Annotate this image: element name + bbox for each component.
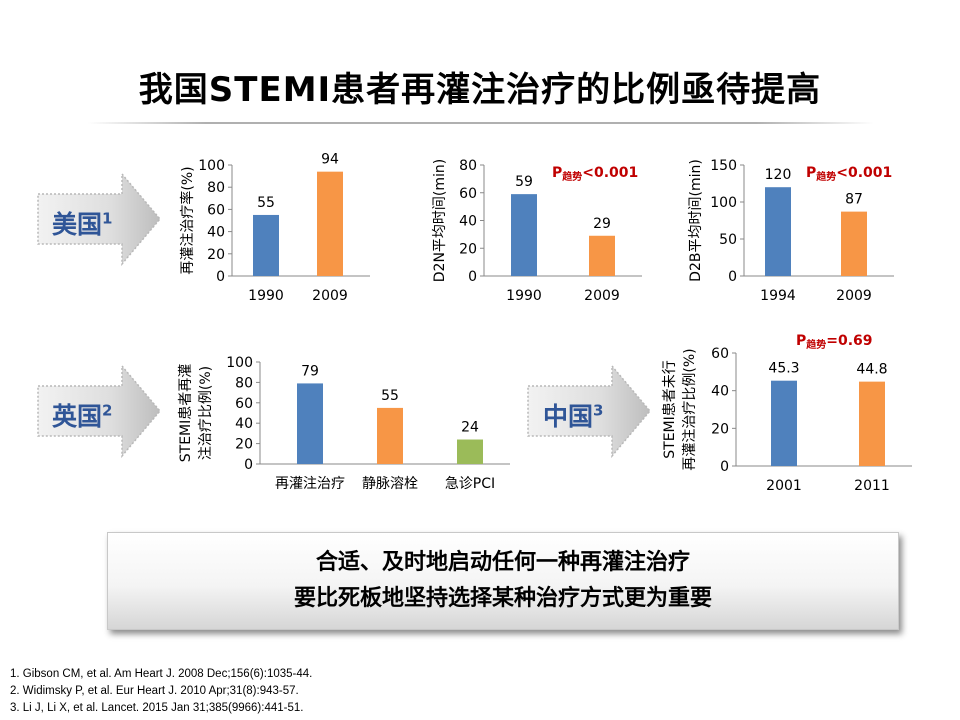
- x-tick-label: 2009: [836, 288, 872, 304]
- title-divider: [88, 122, 874, 124]
- arrow-ref-sup: 2: [102, 401, 113, 420]
- x-tick-label: 1990: [248, 288, 284, 304]
- y-tick-label: 60: [711, 346, 729, 362]
- chart-uk-reperfusion: 0 20 40 60 80 100 79 再灌注治疗 55 静脉溶栓 24 急诊PCI STEMI患者再…: [178, 355, 510, 492]
- y-tick-label: 0: [468, 269, 477, 285]
- y-tick-label: 80: [207, 180, 225, 196]
- key-message-line-1: 合适、及时地启动任何一种再灌注治疗: [315, 550, 690, 575]
- bar-value-label: 59: [515, 174, 533, 190]
- bar-value-label: 45.3: [768, 361, 799, 377]
- y-axis-label: D2B平均时间(min): [688, 159, 704, 282]
- bar: [859, 381, 885, 466]
- arrow-ref-sup: 1: [102, 209, 113, 228]
- bar: [511, 194, 537, 276]
- bar: [297, 383, 323, 464]
- y-tick-label: 100: [710, 195, 737, 211]
- y-tick-label: 20: [207, 247, 225, 263]
- y-tick-label: 20: [235, 437, 253, 453]
- key-message-box: 合适、及时地启动任何一种再灌注治疗 要比死板地坚持选择某种治疗方式更为重要: [107, 532, 899, 630]
- chart-usa-reperfusion-rate: 0 20 40 60 80 100 55 1990 94 2009 再灌注治疗率(%): [179, 152, 370, 304]
- bar-value-label: 24: [461, 420, 479, 436]
- y-axis-label: 注治疗比例(%): [198, 366, 214, 460]
- y-axis-label: 再灌注治疗率(%): [179, 166, 196, 274]
- y-tick-label: 20: [459, 241, 477, 257]
- bar: [317, 171, 343, 276]
- bar: [253, 214, 279, 276]
- reference-item: 1. Gibson CM, et al. Am Heart J. 2008 De…: [10, 668, 313, 680]
- x-tick-label: 1990: [506, 288, 542, 304]
- arrow-shape-china: [527, 364, 651, 458]
- y-tick-label: 0: [728, 269, 737, 285]
- bar-value-label: 79: [301, 363, 319, 379]
- p-trend-annotation: P趋势<0.001: [806, 165, 892, 183]
- x-tick-label: 静脉溶栓: [362, 476, 418, 492]
- p-trend-annotation: P趋势=0.69: [796, 333, 873, 351]
- arrow-label-text: 中国: [543, 402, 594, 431]
- y-axis-label: STEMI患者再灌: [178, 364, 194, 463]
- y-axis-label: D2N平均时间(min): [432, 159, 448, 282]
- arrow-label-usa: 美国1: [52, 205, 112, 241]
- bar: [377, 407, 403, 464]
- y-tick-label: 20: [711, 421, 729, 437]
- bar: [457, 439, 483, 464]
- y-tick-label: 60: [235, 396, 253, 412]
- bar-value-label: 94: [321, 152, 339, 168]
- y-tick-label: 0: [216, 269, 225, 285]
- bar-value-label: 55: [381, 388, 399, 404]
- page-title: 我国STEMI患者再灌注治疗的比例亟待提高: [138, 70, 822, 110]
- bar-value-label: 55: [257, 195, 275, 211]
- bar: [765, 187, 791, 276]
- y-tick-label: 80: [235, 375, 253, 391]
- arrow-ref-sup: 3: [593, 401, 604, 420]
- arrow-label-text: 美国: [52, 210, 103, 239]
- y-tick-label: 80: [459, 158, 477, 174]
- x-tick-label: 1994: [760, 288, 796, 304]
- reference-item: 2. Widimsky P, et al. Eur Heart J. 2010 …: [10, 685, 299, 697]
- bar-value-label: 44.8: [856, 362, 887, 378]
- x-tick-label: 2001: [766, 478, 802, 494]
- y-tick-label: 150: [710, 158, 737, 174]
- key-message-line-2: 要比死板地坚持选择某种治疗方式更为重要: [293, 586, 712, 611]
- arrow-label-china: 中国3: [543, 397, 603, 433]
- y-axis-label: 再灌注治疗比例(%): [682, 348, 698, 470]
- y-tick-label: 60: [459, 186, 477, 202]
- reference-item: 3. Li J, Li X, et al. Lancet. 2015 Jan 3…: [10, 702, 304, 714]
- p-trend-annotation: P趋势<0.001: [552, 165, 638, 183]
- y-tick-label: 60: [207, 202, 225, 218]
- y-tick-label: 40: [207, 225, 225, 241]
- y-tick-label: 0: [720, 459, 729, 475]
- x-tick-label: 2009: [584, 288, 620, 304]
- x-tick-label: 2011: [854, 478, 890, 494]
- arrow-label-text: 英国: [52, 402, 103, 431]
- references: 1. Gibson CM, et al. Am Heart J. 2008 De…: [10, 666, 312, 717]
- y-tick-label: 40: [235, 416, 253, 432]
- arrow-shape-uk: [37, 364, 161, 458]
- y-tick-label: 40: [459, 214, 477, 230]
- x-tick-label: 再灌注治疗: [275, 476, 345, 492]
- chart-usa-d2b-time: 0 50 100 150 120 1994 87 2009 D2B平均时间(min) P趋势<0.…: [688, 158, 894, 304]
- y-tick-label: 40: [711, 384, 729, 400]
- bar-value-label: 120: [765, 167, 792, 183]
- chart-china-no-reperfusion: 0 20 40 60 45.3 2001 44.8 2011 STEMI患者未行 再灌注治疗比例(…: [662, 333, 912, 494]
- y-axis-label: STEMI患者未行: [662, 360, 678, 459]
- x-tick-label: 急诊PCI: [445, 476, 495, 492]
- bar-value-label: 87: [845, 192, 863, 208]
- y-tick-label: 0: [244, 457, 253, 473]
- arrow-label-uk: 英国2: [52, 397, 112, 433]
- y-tick-label: 100: [198, 158, 225, 174]
- y-tick-label: 100: [226, 355, 253, 371]
- arrow-shape-usa: [37, 172, 161, 266]
- bar: [841, 211, 867, 276]
- bar-value-label: 29: [593, 216, 611, 232]
- y-tick-label: 50: [719, 232, 737, 248]
- x-tick-label: 2009: [312, 288, 348, 304]
- chart-usa-d2n-time: 0 20 40 60 80 59 1990 29 2009 D2N平均时间(min) P趋势<0.0…: [432, 158, 642, 304]
- bar: [589, 235, 615, 276]
- bar: [771, 380, 797, 466]
